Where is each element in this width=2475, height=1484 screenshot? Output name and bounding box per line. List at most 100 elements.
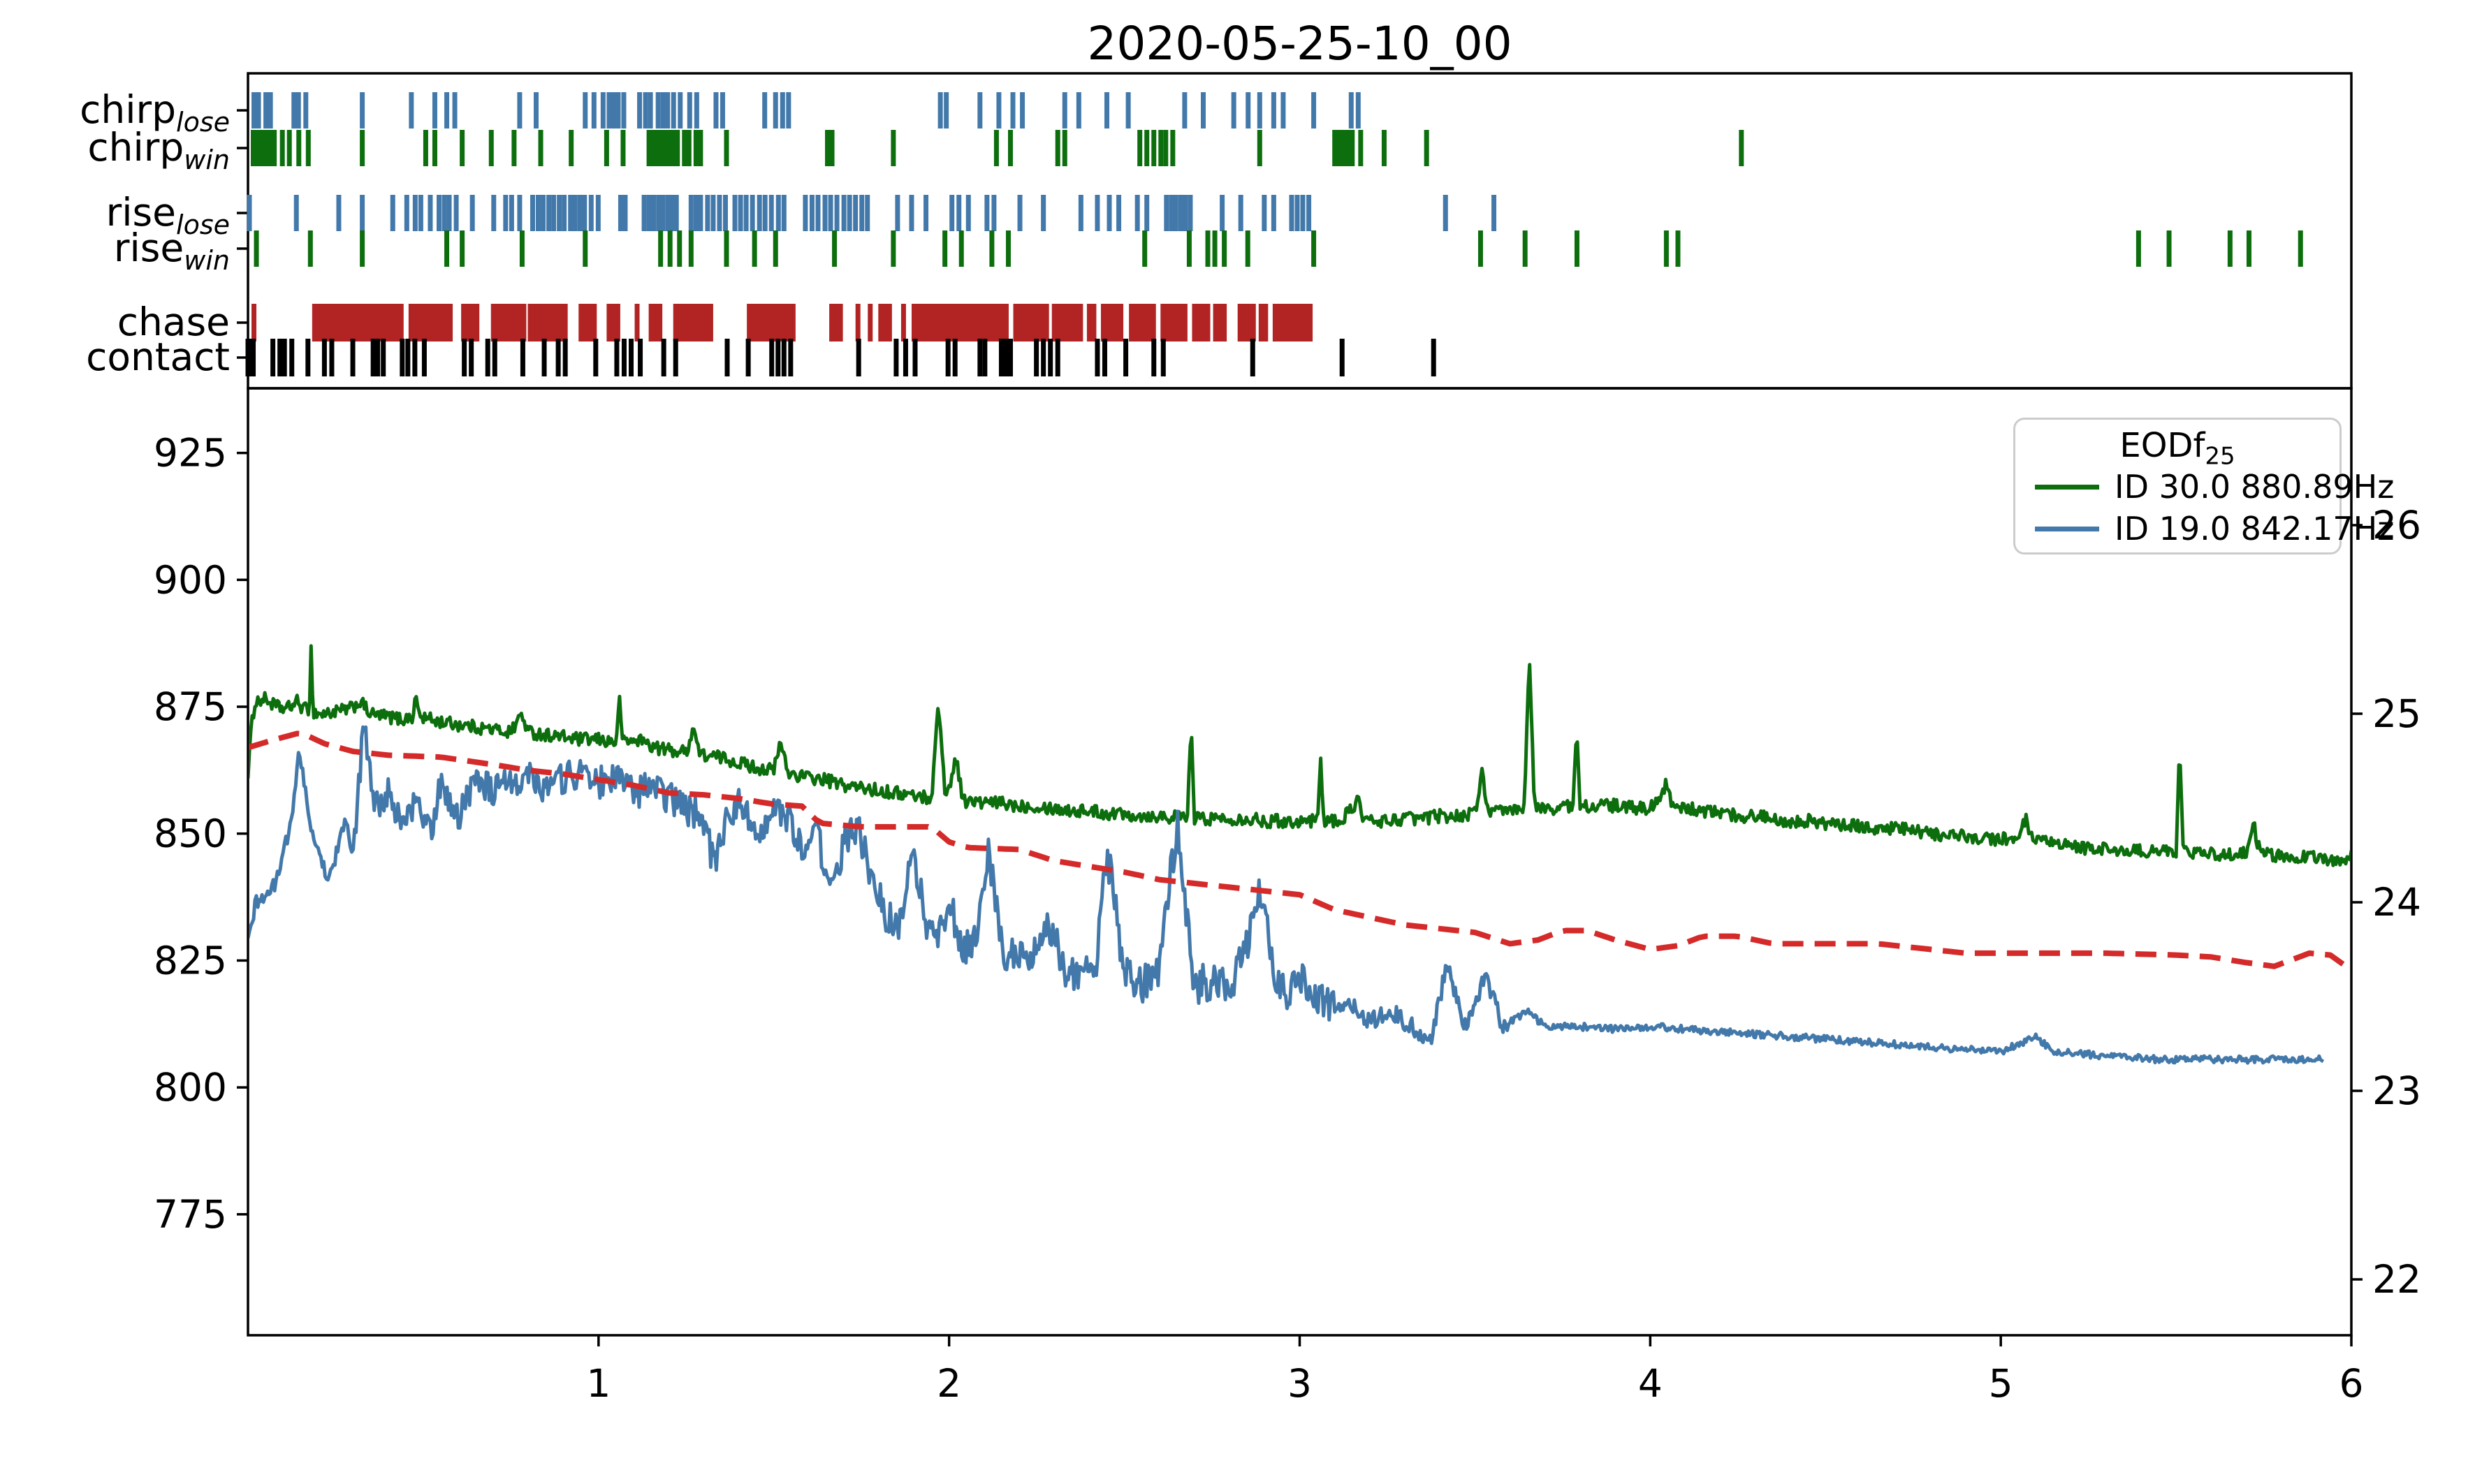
event-mark (444, 230, 450, 267)
event-mark (1078, 195, 1083, 231)
event-mark (1041, 195, 1046, 231)
event-mark (321, 339, 327, 376)
event-mark (439, 304, 444, 341)
event-mark (1431, 339, 1436, 376)
event-mark (764, 304, 770, 341)
event-mark (1237, 304, 1243, 341)
event-marks-rise-lose (247, 195, 1497, 231)
event-mark (1304, 304, 1309, 341)
event-mark (375, 339, 381, 376)
event-mark (409, 92, 414, 128)
event-mark (611, 92, 616, 128)
legend-title-text: EODf (2119, 426, 2205, 465)
event-mark (952, 339, 958, 376)
event-mark (333, 304, 339, 341)
event-mark (620, 130, 626, 166)
event-mark (660, 195, 666, 231)
event-mark (390, 195, 395, 231)
event-mark (1250, 304, 1256, 341)
event-mark (1281, 304, 1287, 341)
event-mark (705, 195, 710, 231)
event-mark (773, 92, 778, 128)
event-mark (1272, 304, 1278, 341)
event-mark (951, 304, 956, 341)
event-mark (629, 339, 634, 376)
event-mark (356, 304, 361, 341)
event-mark (611, 304, 616, 341)
event-mark (408, 304, 414, 341)
event-mark (583, 92, 588, 128)
row-label-chirp-lose: chirplose (80, 87, 230, 138)
event-mark (859, 195, 865, 231)
event-mark (452, 92, 458, 128)
event-mark (977, 92, 983, 128)
series-line-id-19-0-842-17hz (249, 725, 2325, 1065)
event-mark (1218, 304, 1223, 341)
event-mark (878, 304, 884, 341)
event-mark (346, 304, 352, 341)
event-mark (536, 304, 542, 341)
event-mark (465, 304, 471, 341)
event-mark (690, 304, 696, 341)
event-mark (695, 304, 701, 341)
event-mark (412, 195, 418, 231)
event-mark (1007, 130, 1013, 166)
left-tick-label: 775 (154, 1192, 227, 1237)
event-mark (1163, 130, 1169, 166)
event-mark (432, 130, 437, 166)
event-mark (418, 195, 423, 231)
event-mark (538, 130, 543, 166)
event-mark (1091, 304, 1097, 341)
event-mark (1222, 230, 1227, 267)
event-mark (996, 92, 1002, 128)
event-mark (1258, 304, 1264, 341)
left-tick-label: 800 (154, 1065, 227, 1110)
event-mark (405, 339, 411, 376)
event-mark (303, 92, 309, 128)
event-mark (1271, 195, 1276, 231)
event-mark (1104, 92, 1109, 128)
event-mark (258, 130, 263, 166)
event-mark (693, 130, 699, 166)
event-mark (554, 304, 560, 341)
event-mark (956, 195, 962, 231)
event-mark (1205, 304, 1211, 341)
event-mark (1100, 304, 1106, 341)
event-mark (1055, 339, 1060, 376)
event-mark (622, 195, 628, 231)
event-mark (688, 195, 694, 231)
event-mark (686, 304, 692, 341)
event-mark (989, 230, 995, 267)
event-mark (673, 195, 679, 231)
event-mark (1213, 304, 1218, 341)
event-mark (592, 304, 597, 341)
event-mark (655, 92, 661, 128)
event-mark (1026, 304, 1032, 341)
event-mark (648, 304, 654, 341)
event-mark (751, 304, 757, 341)
event-mark (293, 195, 299, 231)
event-mark (1178, 195, 1183, 231)
series-line-dashed-red (249, 730, 2351, 973)
legend-entry-id19: ID 19.0 842.17Hz (2015, 508, 2394, 550)
event-mark (519, 230, 525, 267)
event-mark (822, 195, 828, 231)
event-mark (436, 195, 441, 231)
event-mark (1069, 304, 1074, 341)
event-mark (606, 304, 612, 341)
event-mark (972, 304, 978, 341)
event-mark (688, 230, 694, 267)
event-mark (541, 339, 547, 376)
event-mark (1144, 130, 1150, 166)
timeseries-panel (249, 644, 2351, 1065)
event-mark (364, 304, 370, 341)
event-mark (1424, 130, 1429, 166)
event-mark (1477, 230, 1483, 267)
event-mark (503, 195, 509, 231)
event-mark (1034, 339, 1039, 376)
event-mark (555, 339, 561, 376)
event-mark (1170, 130, 1176, 166)
event-mark (916, 304, 921, 341)
event-mark (1443, 195, 1448, 231)
